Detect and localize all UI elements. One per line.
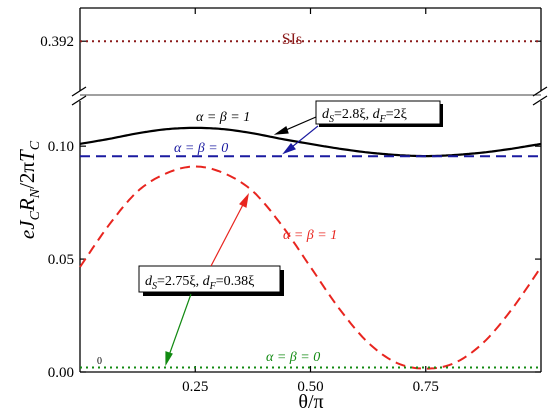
arrow-blue <box>282 125 319 155</box>
blue-series-label: α = β = 0 <box>174 141 228 156</box>
annotation-box-1 <box>315 100 441 125</box>
x-axis-title: θ/π <box>298 391 323 413</box>
y-tick-label-0: 0.00 <box>48 365 74 381</box>
arrow-green <box>165 293 192 367</box>
x-tick-label-2: 0.75 <box>413 379 439 395</box>
x-tick-label-1: 0.50 <box>297 379 323 395</box>
annotation-box-2-text: dS=2.75ξ, dF=0.38ξ <box>145 274 254 292</box>
y-axis-title: eJCRN/2πTC <box>15 140 43 239</box>
annotation-box-2 <box>138 265 281 293</box>
x-tick-label-0: 0.25 <box>182 379 208 395</box>
axes-frame <box>79 7 542 373</box>
arrow-black <box>273 116 317 135</box>
red-series-label: α = β = 1 <box>283 228 337 243</box>
series-line-3 <box>79 165 542 370</box>
y-tick-label-1: 0.05 <box>48 252 74 268</box>
series-layer <box>79 40 542 370</box>
sis-label: SIs <box>282 31 302 48</box>
black-series-label: α = β = 1 <box>196 110 250 125</box>
series-line-1 <box>79 126 542 158</box>
zero-mark: 0 <box>97 356 102 367</box>
annotation-box-1-text: dS=2.8ξ, dF=2ξ <box>322 107 407 125</box>
green-series-label: α = β = 0 <box>266 350 320 365</box>
y-tick-label-2: 0.10 <box>48 139 74 155</box>
arrow-red <box>210 193 249 267</box>
axis-break-right <box>532 86 548 106</box>
y-tick-upper-label-0: 0.392 <box>40 34 74 50</box>
axis-break-left <box>71 86 87 106</box>
ticks: 0.25 0.50 0.75 0.00 0.05 0.10 0.392 <box>40 8 541 395</box>
